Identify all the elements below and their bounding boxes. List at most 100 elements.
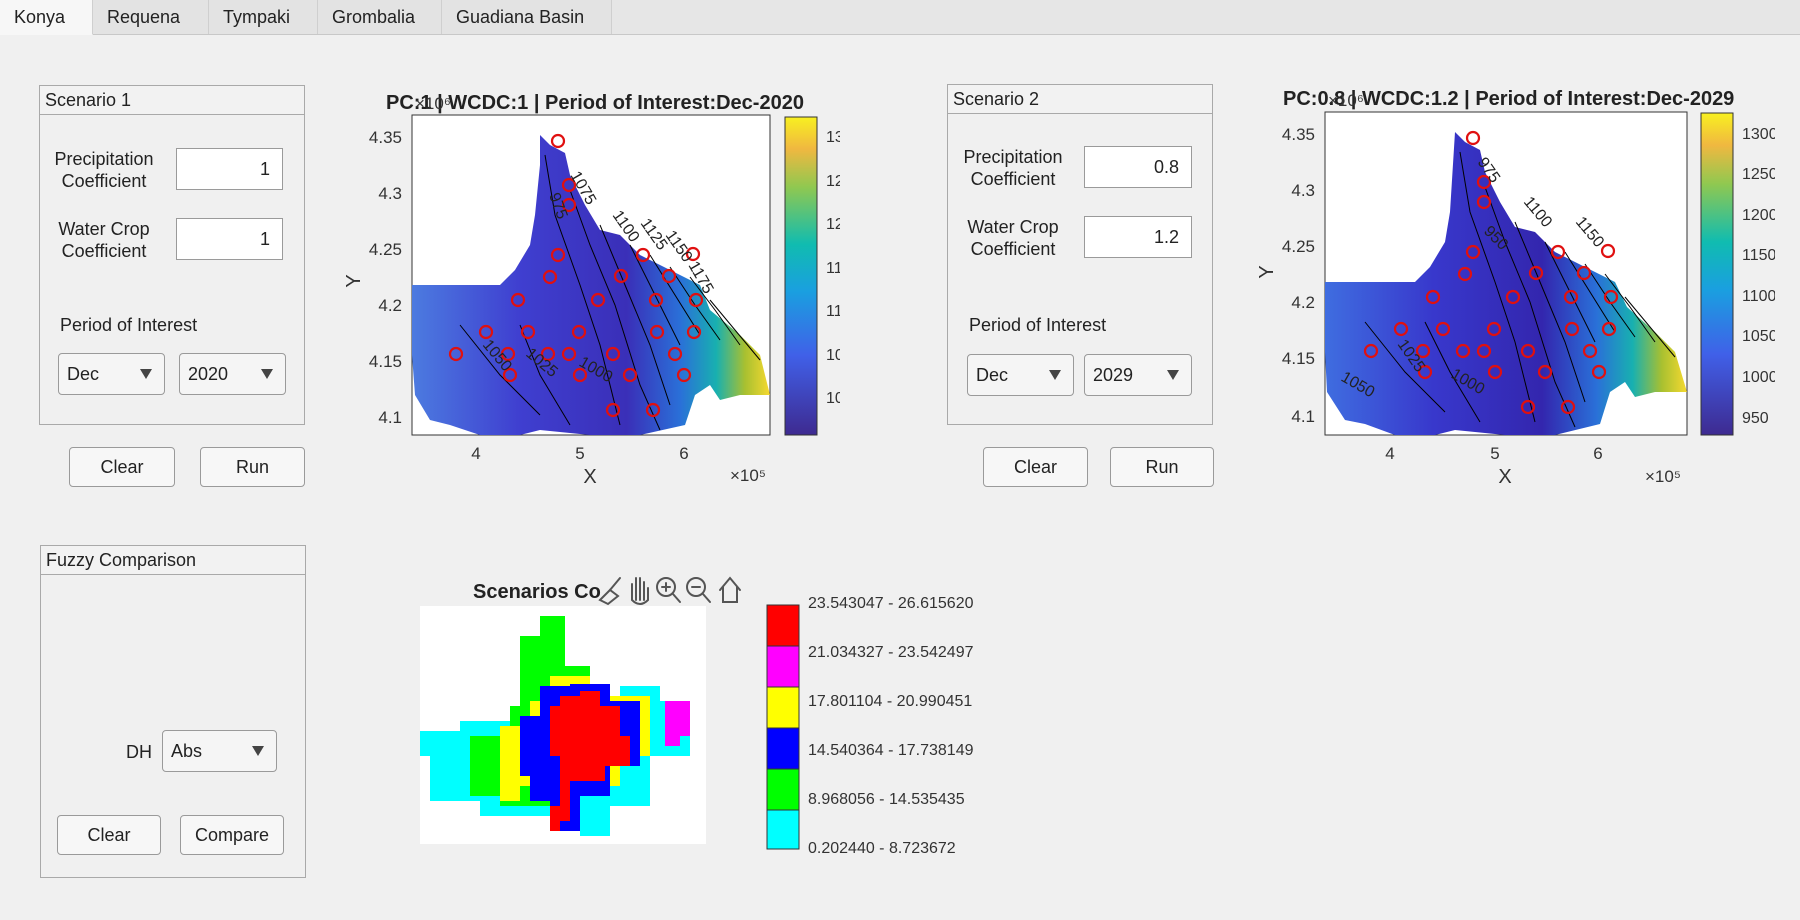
plot1-ytick: 4.1 — [378, 408, 402, 427]
comparison-legend-swatches — [766, 604, 800, 850]
s1-period-label: Period of Interest — [60, 315, 198, 335]
s2-year-value: 2029 — [1093, 365, 1134, 385]
plot1-ylabel: Y — [343, 274, 365, 287]
tab-grombalia[interactable]: Grombalia — [318, 0, 442, 34]
zoom-out-icon[interactable] — [686, 577, 711, 603]
scenario2-title: Scenario 2 — [948, 85, 1212, 114]
plot1-cbar-tick: 1300 — [826, 129, 840, 146]
s1-precip-label: Precipitation Coefficient — [54, 149, 154, 191]
legend-swatch — [766, 604, 800, 647]
pan-hand-icon[interactable] — [631, 577, 649, 605]
plot1-ytick: 4.15 — [369, 352, 402, 371]
s2-precip-input[interactable]: 0.8 — [1084, 146, 1192, 188]
plot2-y-exponent: ×10⁶ — [1328, 92, 1364, 110]
tab-guadiana-basin[interactable]: Guadiana Basin — [442, 0, 612, 34]
plot-toolbar — [598, 576, 741, 606]
tab-bar: Konya Requena Tympaki Grombalia Guadiana… — [0, 0, 1800, 35]
plot1-x-exponent: ×10⁵ — [730, 466, 766, 485]
s1-year-value: 2020 — [188, 364, 229, 384]
plot1-cbar-tick: 1050 — [826, 347, 840, 364]
plot1-contours — [459, 154, 761, 431]
plot1-xtick: 5 — [575, 444, 584, 463]
s2-water-label: Water Crop Coefficient — [967, 217, 1059, 259]
chevron-down-icon — [1049, 370, 1061, 380]
legend-swatch — [766, 809, 800, 850]
plot1-cbar-tick: 1150 — [826, 260, 840, 277]
s2-precip-label: Precipitation Coefficient — [963, 147, 1063, 189]
plot2-ylabel: Y — [1256, 265, 1278, 278]
plot2-cbar-tick: 1200 — [1742, 207, 1775, 224]
plot2-chart[interactable]: 950 975 1000 1025 1050 1100 1150 4.35 4.… — [1255, 92, 1775, 492]
legend-swatch — [766, 727, 800, 770]
legend-label: 21.034327 - 23.542497 — [808, 644, 974, 661]
dh-dropdown[interactable]: Abs — [162, 730, 277, 772]
s2-run-button[interactable]: Run — [1110, 447, 1214, 487]
s1-year-dropdown[interactable]: 2020 — [179, 353, 286, 395]
s1-month-dropdown[interactable]: Dec — [58, 353, 165, 395]
chevron-down-icon — [140, 369, 152, 379]
plot2-xtick: 4 — [1385, 444, 1394, 463]
plot2-station-markers — [1363, 130, 1619, 415]
s1-water-input[interactable]: 1 — [176, 218, 283, 260]
s2-month-dropdown[interactable]: Dec — [967, 354, 1074, 396]
plot1-ytick: 4.3 — [378, 184, 402, 203]
plot2-x-exponent: ×10⁵ — [1645, 467, 1681, 486]
s1-run-button[interactable]: Run — [200, 447, 305, 487]
s2-water-input[interactable]: 1.2 — [1084, 216, 1192, 258]
tab-requena[interactable]: Requena — [93, 0, 209, 34]
plot2-cbar-tick: 1000 — [1742, 369, 1775, 386]
plot1-colorbar — [784, 116, 818, 436]
plot2-cbar-tick: 1150 — [1742, 247, 1775, 264]
plot1-y-exponent: ×10⁶ — [415, 95, 451, 113]
plot1-cbar-tick: 1200 — [826, 216, 840, 233]
legend-label: 14.540364 - 17.738149 — [808, 742, 974, 759]
s2-period-label: Period of Interest — [969, 315, 1107, 335]
s1-precip-input[interactable]: 1 — [176, 148, 283, 190]
plot2-cbar-tick: 1100 — [1742, 288, 1775, 305]
fuzzy-clear-button[interactable]: Clear — [57, 815, 161, 855]
dh-label: DH — [126, 742, 152, 762]
legend-label: 17.801104 - 20.990451 — [808, 693, 973, 710]
plot2-ytick: 4.1 — [1291, 407, 1315, 426]
plot2-ytick: 4.35 — [1282, 125, 1315, 144]
legend-swatch — [766, 686, 800, 729]
plot1-cbar-tick: 1000 — [826, 390, 840, 407]
plot2-xtick: 5 — [1490, 444, 1499, 463]
tab-tympaki[interactable]: Tympaki — [209, 0, 318, 34]
plot2-cbar-tick: 950 — [1742, 410, 1769, 427]
plot1-map-region — [412, 135, 770, 435]
plot1-ytick: 4.35 — [369, 128, 402, 147]
s2-month-value: Dec — [976, 365, 1009, 385]
s1-water-label: Water Crop Coefficient — [58, 219, 150, 261]
plot2-cbar-tick: 1050 — [1742, 328, 1775, 345]
s1-month-value: Dec — [67, 364, 100, 384]
chevron-down-icon — [261, 369, 273, 379]
legend-label: 0.202440 - 8.723672 — [808, 840, 956, 857]
legend-swatch — [766, 768, 800, 811]
legend-label: 8.968056 - 14.535435 — [808, 791, 965, 808]
tab-konya[interactable]: Konya — [0, 0, 93, 35]
plot2-xlabel: X — [1498, 466, 1511, 488]
s2-clear-button[interactable]: Clear — [983, 447, 1088, 487]
plot1-station-markers — [448, 133, 704, 418]
plot2-ytick: 4.2 — [1291, 293, 1315, 312]
comparison-raster — [420, 616, 690, 836]
brush-icon[interactable] — [598, 577, 621, 606]
legend-swatch — [766, 645, 800, 688]
plot1-title: PC:1 | WCDC:1 | Period of Interest:Dec-2… — [386, 92, 804, 114]
plot2-cbar-tick: 1300 — [1742, 126, 1775, 143]
compare-button[interactable]: Compare — [180, 815, 284, 855]
s1-clear-button[interactable]: Clear — [69, 447, 175, 487]
comparison-map[interactable] — [420, 606, 706, 844]
plot1-ytick: 4.2 — [378, 296, 402, 315]
s2-year-dropdown[interactable]: 2029 — [1084, 354, 1192, 396]
plot2-xtick: 6 — [1593, 444, 1602, 463]
plot1-cbar-tick: 1100 — [826, 303, 840, 320]
plot1-chart[interactable]: 975 1000 1025 1050 1075 1100 1125 1150 1… — [340, 95, 840, 495]
zoom-in-icon[interactable] — [656, 577, 681, 603]
plot1-xtick: 6 — [679, 444, 688, 463]
plot2-cbar-tick: 1250 — [1742, 166, 1775, 183]
home-icon[interactable] — [719, 576, 741, 603]
plot2-map-region — [1325, 132, 1687, 435]
plot2-title: PC:0.8 | WCDC:1.2 | Period of Interest:D… — [1283, 88, 1735, 110]
